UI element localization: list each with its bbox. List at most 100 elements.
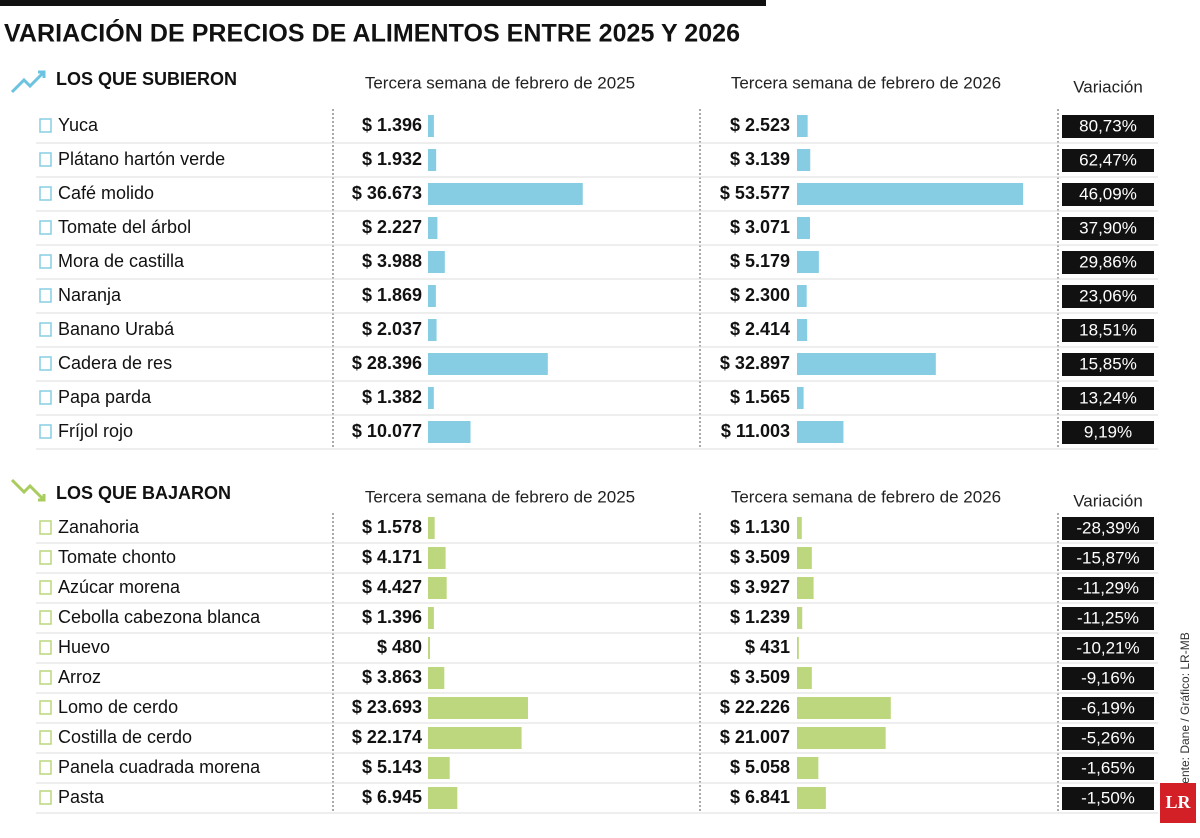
price-2026: $ 1.239	[730, 607, 790, 627]
item-name: Papa parda	[58, 387, 152, 407]
bar-2026	[797, 421, 844, 443]
price-2026: $ 11.003	[721, 421, 790, 441]
bar-2025	[428, 319, 437, 341]
item-name: Cadera de res	[58, 353, 172, 373]
price-2026: $ 21.007	[720, 727, 790, 747]
item-name: Huevo	[58, 637, 110, 657]
variation: -6,19%	[1081, 698, 1135, 717]
variation-box	[1062, 285, 1154, 308]
row-icon	[39, 220, 52, 235]
row-icon	[39, 580, 52, 595]
bar-2025	[428, 577, 447, 599]
variation-box	[1062, 607, 1154, 630]
bar-2025	[428, 251, 445, 273]
bar-2025	[428, 217, 438, 239]
bar-2026	[797, 637, 799, 659]
column-header: Tercera semana de febrero de 2025	[365, 73, 635, 92]
row-icon	[39, 390, 52, 405]
price-2026: $ 3.139	[730, 149, 790, 169]
item-name: Arroz	[58, 667, 101, 687]
variation-box	[1062, 353, 1154, 376]
bar-2025	[428, 421, 471, 443]
price-2025: $ 1.932	[362, 149, 422, 169]
bar-2026	[797, 787, 826, 809]
bar-2026	[797, 577, 814, 599]
item-name: Café molido	[58, 183, 154, 203]
section-heading: LOS QUE SUBIERON	[56, 69, 237, 89]
price-2026: $ 5.058	[730, 757, 790, 777]
price-2026: $ 32.897	[720, 353, 790, 373]
variation: -5,26%	[1081, 728, 1135, 747]
item-name: Lomo de cerdo	[58, 697, 178, 717]
price-2025: $ 22.174	[352, 727, 422, 747]
item-name: Tomate chonto	[58, 547, 176, 567]
item-name: Naranja	[58, 285, 122, 305]
row-icon	[39, 760, 52, 775]
price-2025: $ 1.396	[362, 607, 422, 627]
item-name: Yuca	[58, 115, 99, 135]
price-2026: $ 2.300	[730, 285, 790, 305]
price-2025: $ 4.427	[362, 577, 422, 597]
row-icon	[39, 520, 52, 535]
row-icon	[39, 186, 52, 201]
variation: -1,65%	[1081, 758, 1135, 777]
bar-2026	[797, 115, 808, 137]
bar-2026	[797, 353, 936, 375]
price-2025: $ 1.382	[362, 387, 422, 407]
variation-box	[1062, 577, 1154, 600]
variation-box	[1062, 319, 1154, 342]
price-2025: $ 10.077	[352, 421, 422, 441]
variation-box	[1062, 421, 1154, 444]
bar-2025	[428, 183, 583, 205]
price-2026: $ 5.179	[730, 251, 790, 271]
price-2025: $ 28.396	[352, 353, 422, 373]
bar-2026	[797, 319, 808, 341]
item-name: Pasta	[58, 787, 105, 807]
item-name: Cebolla cabezona blanca	[58, 607, 261, 627]
price-2025: $ 3.988	[362, 251, 422, 271]
column-header: Tercera semana de febrero de 2026	[731, 487, 1001, 506]
variation-box	[1062, 217, 1154, 240]
bar-2025	[428, 387, 434, 409]
item-name: Banano Urabá	[58, 319, 175, 339]
column-header: Tercera semana de febrero de 2025	[365, 487, 635, 506]
bar-2026	[797, 387, 804, 409]
variation: 46,09%	[1079, 184, 1137, 203]
item-name: Costilla de cerdo	[58, 727, 192, 747]
bar-2026	[797, 697, 891, 719]
top-rule	[0, 0, 766, 6]
variation: -11,29%	[1077, 578, 1139, 597]
variation: 23,06%	[1079, 286, 1137, 305]
price-2025: $ 36.673	[352, 183, 422, 203]
variation: 15,85%	[1079, 354, 1137, 373]
price-2026: $ 3.927	[730, 577, 790, 597]
price-2026: $ 3.071	[730, 217, 790, 237]
variation-box	[1062, 787, 1154, 810]
row-icon	[39, 288, 52, 303]
item-name: Fríjol rojo	[58, 421, 133, 441]
price-2025: $ 6.945	[362, 787, 422, 807]
price-2026: $ 22.226	[720, 697, 790, 717]
price-2025: $ 4.171	[362, 547, 422, 567]
item-name: Mora de castilla	[58, 251, 185, 271]
row-icon	[39, 550, 52, 565]
price-2026: $ 6.841	[730, 787, 790, 807]
section-heading: LOS QUE BAJARON	[56, 483, 231, 503]
variation-box	[1062, 697, 1154, 720]
bar-2025	[428, 149, 437, 171]
bar-2025	[428, 697, 528, 719]
price-2026: $ 2.414	[730, 319, 790, 339]
source: Fuente: Dane / Gráfico: LR-MB	[1178, 632, 1192, 797]
bar-2025	[428, 607, 434, 629]
row-icon	[39, 254, 52, 269]
variation: -1,50%	[1081, 788, 1135, 807]
variation: -9,16%	[1081, 668, 1135, 687]
row-icon	[39, 670, 52, 685]
price-2025: $ 480	[377, 637, 422, 657]
bar-2026	[797, 217, 810, 239]
variation-box	[1062, 757, 1154, 780]
logo-box	[1160, 783, 1196, 823]
price-2025: $ 2.037	[362, 319, 422, 339]
variation-box	[1062, 387, 1154, 410]
